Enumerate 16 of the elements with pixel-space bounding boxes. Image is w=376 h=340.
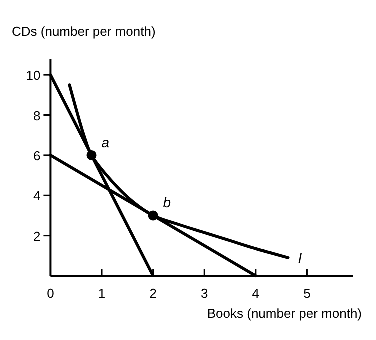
y-tick-label: 8 [33, 108, 41, 124]
y-tick-label: 6 [33, 148, 41, 164]
y-axis-title: CDs (number per month) [12, 24, 156, 39]
y-tick-label: 2 [33, 228, 41, 244]
x-axis-title: Books (number per month) [207, 306, 362, 321]
x-tick-label: 5 [304, 286, 311, 301]
y-tick-label: 10 [26, 68, 41, 84]
x-tick-label: 0 [47, 286, 54, 301]
x-tick-label: 2 [150, 286, 157, 301]
y-tick-label: 4 [33, 188, 41, 204]
x-tick-label: 1 [98, 286, 106, 301]
annotation: a [102, 134, 110, 150]
series-label: I [298, 250, 302, 266]
annotation: b [163, 194, 172, 211]
x-tick-label: 3 [201, 286, 208, 301]
x-tick-label: 4 [252, 286, 260, 301]
